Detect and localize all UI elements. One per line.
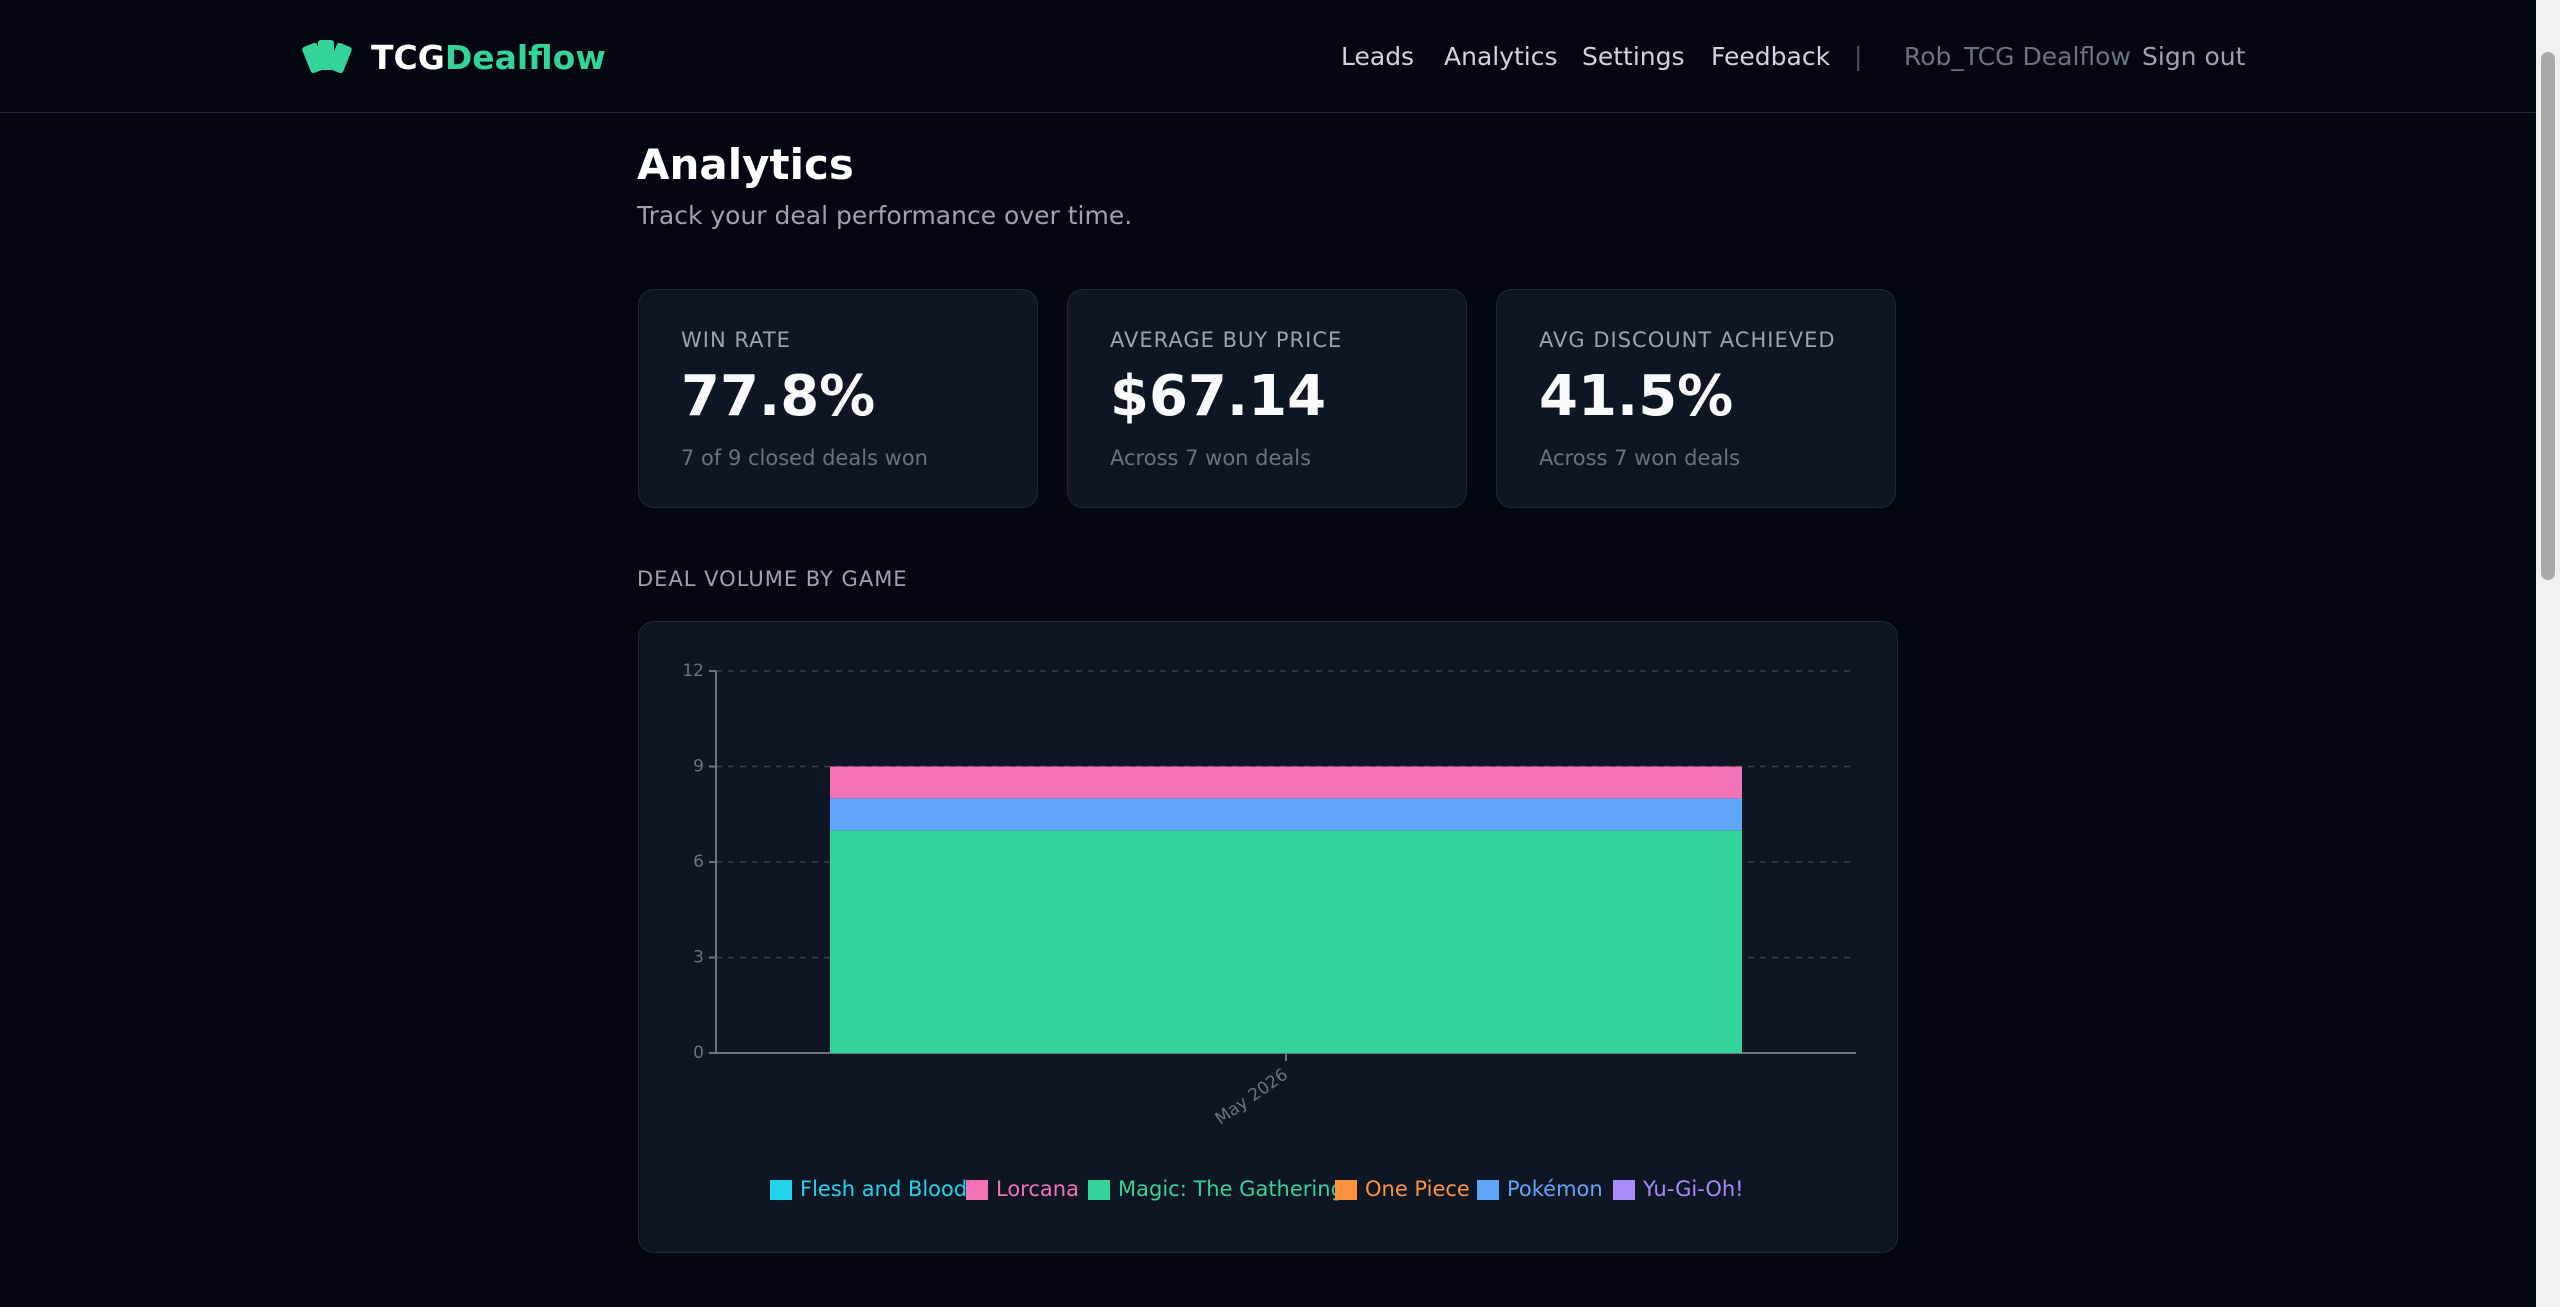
y-tick-label: 0 bbox=[693, 1043, 704, 1063]
y-tick-label: 3 bbox=[693, 948, 704, 968]
bar-segment bbox=[830, 766, 1742, 799]
sign-out[interactable]: Sign out bbox=[2142, 42, 2246, 71]
y-tick-label: 6 bbox=[693, 852, 704, 872]
user-name: Rob_TCG Dealflow bbox=[1904, 42, 2131, 71]
y-tick-label: 9 bbox=[693, 757, 704, 777]
stat-card: WIN RATE 77.8% 7 of 9 closed deals won bbox=[638, 289, 1038, 508]
stat-label: AVG DISCOUNT ACHIEVED bbox=[1539, 328, 1836, 352]
logo-icon bbox=[302, 40, 352, 74]
nav-link[interactable]: Leads bbox=[1341, 42, 1415, 71]
legend-label: One Piece bbox=[1365, 1177, 1470, 1201]
bar-segment bbox=[830, 830, 1742, 1053]
scrollbar bbox=[2536, 0, 2560, 1307]
stat-value: 77.8% bbox=[681, 364, 876, 429]
stat-value: 41.5% bbox=[1539, 364, 1734, 429]
section-title: DEAL VOLUME BY GAME bbox=[637, 567, 908, 591]
top-bar: TCGDealflow Leads Analytics Settings Fee… bbox=[0, 0, 2536, 113]
chart: 0 3 6 9 12 May 2026 Magic: The Gathering Pokémo… bbox=[682, 661, 1856, 1201]
scroll-thumb[interactable] bbox=[2541, 52, 2555, 580]
legend-swatch bbox=[1335, 1180, 1357, 1200]
stat-note: Across 7 won deals bbox=[1110, 446, 1312, 470]
page-subtitle: Track your deal performance over time. bbox=[637, 201, 1133, 230]
page-title: Analytics bbox=[637, 140, 854, 189]
stat-card: AVERAGE BUY PRICE $67.14 Across 7 won de… bbox=[1067, 289, 1467, 508]
legend-swatch bbox=[966, 1180, 988, 1200]
legend-label: Magic: The Gathering bbox=[1118, 1177, 1344, 1201]
brand-part: Dealflow bbox=[444, 38, 606, 77]
stat-label: WIN RATE bbox=[681, 328, 791, 352]
nav-link[interactable]: Settings bbox=[1582, 42, 1685, 71]
legend-swatch bbox=[1613, 1180, 1635, 1200]
nav-link[interactable]: Analytics bbox=[1444, 42, 1558, 71]
stat-note: Across 7 won deals bbox=[1539, 446, 1741, 470]
stat-label: AVERAGE BUY PRICE bbox=[1110, 328, 1343, 352]
stat-value: $67.14 bbox=[1110, 364, 1327, 429]
brand[interactable]: TCGDealflow bbox=[371, 38, 606, 77]
y-tick-label: 12 bbox=[682, 661, 704, 681]
stat-card: AVG DISCOUNT ACHIEVED 41.5% Across 7 won… bbox=[1496, 289, 1896, 508]
bar-segment bbox=[830, 798, 1742, 831]
legend-label: Pokémon bbox=[1507, 1177, 1603, 1201]
legend-label: Lorcana bbox=[996, 1177, 1079, 1201]
legend-swatch bbox=[770, 1180, 792, 1200]
legend-label: Yu-Gi-Oh! bbox=[1642, 1177, 1744, 1201]
legend-label: Flesh and Blood bbox=[800, 1177, 967, 1201]
legend-swatch bbox=[1477, 1180, 1499, 1200]
divider: | bbox=[1854, 42, 1863, 71]
nav-link[interactable]: Feedback bbox=[1711, 42, 1831, 71]
stat-note: 7 of 9 closed deals won bbox=[681, 446, 928, 470]
chart-card: 0 3 6 9 12 May 2026 Magic: The Gathering Pokémo… bbox=[638, 621, 1898, 1253]
legend-swatch bbox=[1088, 1180, 1110, 1200]
x-tick-label: May 2026 bbox=[1212, 1065, 1292, 1129]
brand-part: TCG bbox=[371, 38, 445, 77]
